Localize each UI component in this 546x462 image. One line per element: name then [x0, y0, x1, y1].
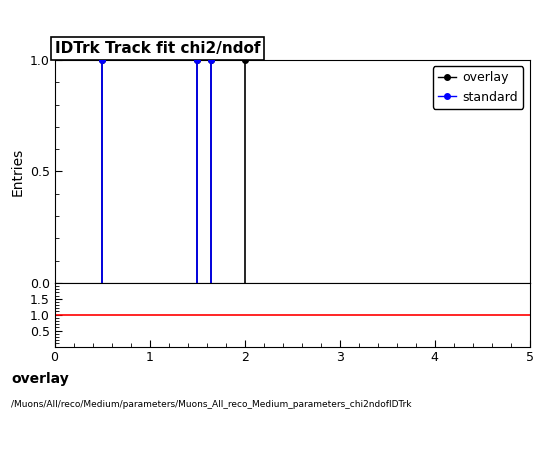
Text: /Muons/All/reco/Medium/parameters/Muons_All_reco_Medium_parameters_chi2ndofIDTrk: /Muons/All/reco/Medium/parameters/Muons_… — [11, 400, 412, 408]
overlay — [99, 57, 105, 63]
Y-axis label: Entries: Entries — [10, 147, 24, 195]
standard — [99, 57, 105, 63]
overlay — [194, 57, 200, 63]
overlay — [208, 57, 215, 63]
Line: overlay: overlay — [99, 57, 247, 63]
standard — [208, 57, 215, 63]
Text: overlay: overlay — [11, 372, 69, 386]
Line: standard: standard — [99, 57, 214, 63]
Legend: overlay, standard: overlay, standard — [433, 67, 524, 109]
Text: IDTrk Track fit chi2/ndof: IDTrk Track fit chi2/ndof — [55, 41, 260, 56]
overlay — [241, 57, 248, 63]
standard — [194, 57, 200, 63]
